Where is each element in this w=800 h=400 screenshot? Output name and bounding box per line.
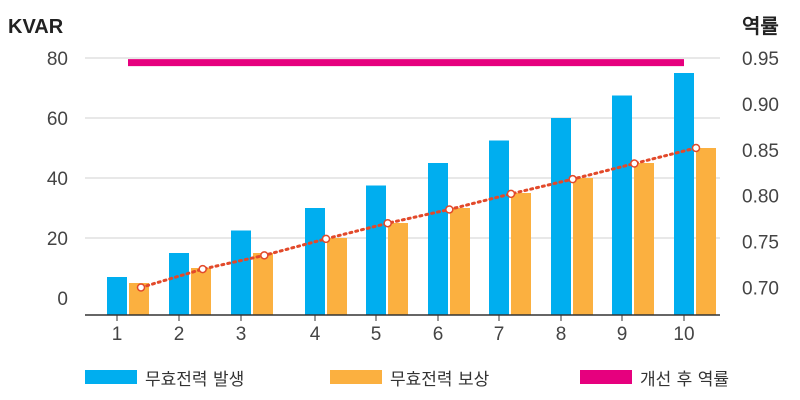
bar-compensation bbox=[634, 163, 654, 315]
left-tick-label: 80 bbox=[47, 49, 68, 70]
trend-marker bbox=[691, 143, 701, 153]
left-tick-label: 40 bbox=[47, 169, 68, 190]
x-tick-label: 9 bbox=[617, 324, 628, 345]
x-tick-label: 2 bbox=[174, 324, 185, 345]
legend-item-generation: 무효전력 발생 bbox=[85, 362, 244, 392]
x-tick-label: 10 bbox=[673, 324, 694, 345]
trend-marker bbox=[506, 189, 516, 199]
bar-compensation bbox=[450, 208, 470, 315]
left-tick-label: 60 bbox=[47, 109, 68, 130]
bar-generation bbox=[366, 185, 386, 315]
legend-swatch-improved-pf bbox=[580, 370, 632, 384]
bar-compensation bbox=[573, 178, 593, 315]
trend-marker bbox=[445, 205, 454, 214]
right-tick-label: 0.85 bbox=[742, 141, 779, 162]
bar-compensation bbox=[253, 253, 273, 315]
bars bbox=[107, 73, 716, 315]
bar-generation bbox=[107, 277, 127, 315]
trend-marker bbox=[321, 234, 331, 244]
trend-marker bbox=[136, 283, 146, 292]
bar-compensation bbox=[129, 283, 149, 315]
trend-marker bbox=[383, 218, 392, 228]
x-tick-label: 4 bbox=[310, 324, 321, 345]
right-tick-label: 0.70 bbox=[742, 278, 779, 299]
legend: 무효전력 발생 무효전력 보상 개선 후 역률 bbox=[0, 362, 800, 392]
bar-generation bbox=[231, 230, 251, 315]
legend-item-compensation: 무효전력 보상 bbox=[330, 362, 489, 392]
left-axis-title: KVAR bbox=[8, 16, 64, 38]
right-tick-label: 0.80 bbox=[742, 187, 779, 208]
bar-compensation bbox=[511, 193, 531, 315]
x-tick-label: 8 bbox=[556, 324, 567, 345]
bar-generation bbox=[551, 118, 571, 315]
chart: 0 20 40 60 80 0.70 0.75 0.80 0.85 0.90 0.95 1 2 3 4 5… bbox=[8, 14, 779, 345]
legend-swatch-compensation bbox=[330, 370, 382, 384]
bar-compensation bbox=[191, 268, 211, 315]
bar-generation bbox=[612, 95, 632, 315]
x-tick-label: 6 bbox=[433, 324, 444, 345]
left-tick-label: 0 bbox=[57, 289, 68, 310]
trend-marker bbox=[198, 264, 207, 274]
bar-compensation bbox=[696, 148, 716, 315]
trend-marker bbox=[568, 174, 577, 184]
x-tick-label: 3 bbox=[236, 324, 247, 345]
right-tick-label: 0.95 bbox=[742, 49, 779, 70]
x-axis-ticks: 1 2 3 4 5 6 7 8 9 10 bbox=[112, 315, 695, 345]
legend-label-compensation: 무효전력 보상 bbox=[390, 369, 490, 390]
legend-item-improved-pf: 개선 후 역률 bbox=[580, 362, 729, 392]
trend-line bbox=[139, 146, 698, 289]
left-axis-ticks: 0 20 40 60 80 bbox=[47, 49, 68, 310]
bar-generation bbox=[305, 208, 325, 315]
left-tick-label: 20 bbox=[47, 229, 68, 250]
bar-generation bbox=[674, 73, 694, 315]
right-tick-label: 0.90 bbox=[742, 95, 779, 116]
bar-generation bbox=[489, 140, 509, 315]
legend-label-improved-pf: 개선 후 역률 bbox=[640, 369, 730, 390]
legend-label-generation: 무효전력 발생 bbox=[145, 369, 245, 390]
x-tick-label: 5 bbox=[371, 324, 382, 345]
right-axis-title: 역률 bbox=[742, 14, 779, 38]
bar-compensation bbox=[388, 223, 408, 315]
x-tick-label: 1 bbox=[112, 324, 123, 345]
bar-compensation bbox=[327, 238, 347, 315]
trend-marker bbox=[260, 251, 269, 260]
right-tick-label: 0.75 bbox=[742, 233, 779, 254]
legend-swatch-generation bbox=[85, 370, 137, 384]
trend-marker bbox=[630, 159, 639, 168]
right-axis-ticks: 0.70 0.75 0.80 0.85 0.90 0.95 bbox=[742, 49, 779, 299]
bar-generation bbox=[428, 163, 448, 315]
lines bbox=[128, 59, 701, 292]
bar-generation bbox=[169, 253, 189, 315]
x-tick-label: 7 bbox=[494, 324, 505, 345]
